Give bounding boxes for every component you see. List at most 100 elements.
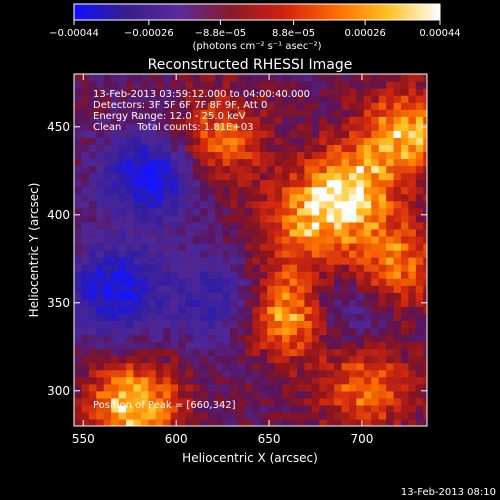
heatmap-cell <box>170 144 179 153</box>
heatmap-cell <box>207 179 216 188</box>
heatmap-cell <box>118 235 127 244</box>
heatmap-cell <box>118 130 127 138</box>
heatmap-cell <box>252 193 261 202</box>
heatmap-cell <box>215 200 224 209</box>
heatmap-cell <box>170 362 179 371</box>
heatmap-cell <box>148 397 157 406</box>
heatmap-cell <box>81 348 90 357</box>
heatmap-cell <box>140 383 149 392</box>
heatmap-cell <box>207 221 216 230</box>
heatmap-cell <box>252 95 261 103</box>
heatmap-cell <box>118 179 127 188</box>
heatmap-cell <box>259 390 268 399</box>
heatmap-cell <box>126 81 135 89</box>
heatmap-cell <box>363 341 372 350</box>
heatmap-cell <box>207 172 216 181</box>
heatmap-cell <box>259 235 268 244</box>
heatmap-cell <box>133 116 142 124</box>
heatmap-cell <box>133 285 142 293</box>
heatmap-cell <box>400 418 410 426</box>
heatmap-cell <box>304 397 313 406</box>
heatmap-cell <box>192 306 201 314</box>
heatmap-cell <box>393 383 402 392</box>
heatmap-cell <box>311 397 320 406</box>
heatmap-cell <box>282 250 291 258</box>
heatmap-cell <box>274 271 283 279</box>
heatmap-cell <box>81 390 90 399</box>
heatmap-cell <box>133 404 142 413</box>
heatmap-cell <box>371 130 380 138</box>
heatmap-cell <box>296 214 305 223</box>
heatmap-cell <box>74 235 83 244</box>
heatmap-cell <box>215 362 224 371</box>
heatmap-cell <box>111 109 120 117</box>
heatmap-cell <box>356 242 365 251</box>
heatmap-cell <box>311 278 320 286</box>
heatmap-cell <box>155 81 164 89</box>
heatmap-cell <box>230 158 239 167</box>
heatmap-cell <box>252 320 261 329</box>
heatmap-cell <box>155 404 164 413</box>
x-tick-label: 600 <box>165 432 188 446</box>
heatmap-cell <box>118 271 127 279</box>
heatmap-cell <box>289 235 298 244</box>
heatmap-cell <box>96 306 105 314</box>
heatmap-cell <box>74 404 83 413</box>
heatmap-cell <box>207 299 216 307</box>
heatmap-cell <box>237 74 246 82</box>
heatmap-cell <box>111 130 120 138</box>
heatmap-cell <box>178 151 187 160</box>
heatmap-cell <box>267 334 276 343</box>
heatmap-cell <box>81 362 90 371</box>
heatmap-cell <box>222 172 231 181</box>
heatmap-cell <box>88 158 97 167</box>
heatmap-cell <box>126 102 135 110</box>
heatmap-cell <box>192 137 201 145</box>
heatmap-cell <box>96 228 105 237</box>
heatmap-cell <box>103 130 112 138</box>
heatmap-cell <box>215 411 224 420</box>
heatmap-cell <box>126 334 135 343</box>
heatmap-cell <box>81 341 90 350</box>
colorbar-tick-label: −0.00044 <box>49 28 99 39</box>
heatmap-cell <box>274 228 283 237</box>
heatmap-cell <box>200 228 209 237</box>
heatmap-cell <box>118 165 127 174</box>
heatmap-cell <box>88 200 97 209</box>
heatmap-cell <box>400 390 410 399</box>
heatmap-cell <box>237 348 246 357</box>
heatmap-cell <box>341 383 350 392</box>
colorbar-tick-label: 8.8e−05 <box>272 28 315 39</box>
heatmap-cell <box>363 278 372 286</box>
heatmap-cell <box>192 102 201 110</box>
heatmap-cell <box>334 200 343 209</box>
heatmap-cell <box>363 369 372 378</box>
heatmap-cell <box>215 207 224 216</box>
heatmap-cell <box>118 348 127 357</box>
heatmap-cell <box>408 397 417 406</box>
heatmap-cell <box>334 306 343 314</box>
heatmap-cell <box>215 130 224 138</box>
heatmap-cell <box>148 179 157 188</box>
heatmap-cell <box>126 193 135 202</box>
heatmap-cell <box>304 102 313 110</box>
heatmap-cell <box>200 88 209 96</box>
heatmap-cell <box>252 341 261 350</box>
heatmap-cell <box>304 172 313 181</box>
heatmap-cell <box>319 355 328 364</box>
heatmap-cell <box>155 109 164 117</box>
heatmap-cell <box>371 390 380 399</box>
heatmap-cell <box>237 109 246 117</box>
heatmap-cell <box>230 137 239 145</box>
heatmap-cell <box>118 285 127 293</box>
heatmap-cell <box>400 193 410 202</box>
heatmap-cell <box>178 130 187 138</box>
heatmap-cell <box>334 411 343 420</box>
heatmap-cell <box>192 228 201 237</box>
heatmap-cell <box>304 116 313 124</box>
heatmap-cell <box>415 228 424 237</box>
heatmap-cell <box>244 334 253 343</box>
heatmap-cell <box>386 250 395 258</box>
heatmap-cell <box>88 355 97 364</box>
heatmap-cell <box>386 158 395 167</box>
